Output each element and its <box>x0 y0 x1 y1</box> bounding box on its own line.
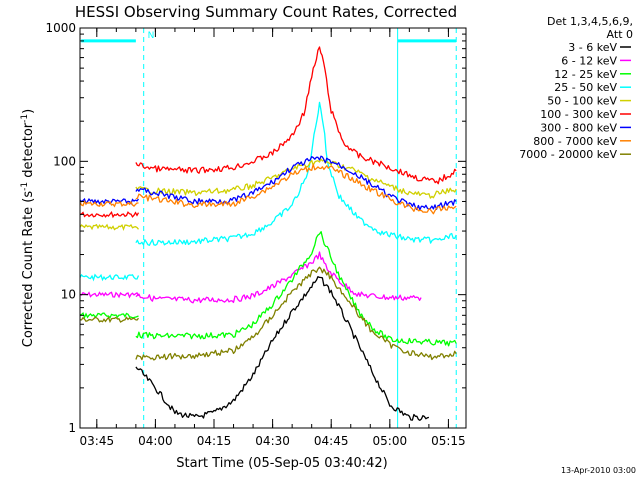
legend-label-7000-20000-kev: 7000 - 20000 keV <box>519 148 617 161</box>
chart-title: HESSI Observing Summary Count Rates, Cor… <box>75 3 457 21</box>
pre-segment-7000-20000-kev <box>80 316 139 324</box>
legend-label-100-300-kev: 100 - 300 keV <box>540 108 617 121</box>
series-line-6-12-kev <box>135 251 422 304</box>
x-tick-label: 04:00 <box>138 434 173 448</box>
x-tick-label: 04:30 <box>255 434 290 448</box>
series-line-800-7000-kev <box>135 163 457 215</box>
series-line-100-300-kev <box>135 46 457 185</box>
y-tick-label: 100 <box>53 154 76 168</box>
x-tick-label: 05:00 <box>373 434 408 448</box>
y-axis-label-sup2: -1 <box>20 114 30 123</box>
legend-label-12-25-kev: 12 - 25 keV <box>554 68 617 81</box>
x-tick-label: 04:45 <box>314 434 349 448</box>
legend-label-300-800-kev: 300 - 800 keV <box>540 121 617 134</box>
y-tick-label: 1 <box>68 421 76 435</box>
night-marker-label: N <box>148 31 155 41</box>
series-line-3-6-kev <box>135 276 430 421</box>
legend-label-25-50-kev: 25 - 50 keV <box>554 81 617 94</box>
legend-header-line-2: Att 0 <box>607 28 633 41</box>
x-tick-label: 05:15 <box>431 434 466 448</box>
pre-segment-12-25-kev <box>80 312 139 320</box>
series-line-25-50-kev <box>135 101 457 246</box>
plot-area: N <box>79 28 457 428</box>
series-line-300-800-kev <box>135 155 457 211</box>
series-line-7000-20000-kev <box>135 266 457 361</box>
y-axis-label-end: ) <box>21 109 36 114</box>
y-tick-label: 1000 <box>45 21 76 35</box>
pre-segment-6-12-kev <box>79 291 140 299</box>
y-tick-label: 10 <box>61 288 76 302</box>
y-axis-label-sup1: -1 <box>20 182 30 191</box>
legend-label-3-6-kev: 3 - 6 keV <box>568 41 617 54</box>
x-tick-label: 03:45 <box>80 434 115 448</box>
legend-header-line-1: Det 1,3,4,5,6,9, <box>547 15 633 28</box>
legend-label-6-12-kev: 6 - 12 keV <box>561 54 617 67</box>
pre-segment-25-50-kev <box>79 273 140 282</box>
pre-segment-50-100-kev <box>79 223 139 232</box>
legend-label-800-7000-kev: 800 - 7000 keV <box>533 135 617 148</box>
y-axis-label: Corrected Count Rate (s-1 detector-1) <box>20 109 36 347</box>
y-axis-label-mid: detector <box>21 122 36 182</box>
series-line-12-25-kev <box>135 231 457 347</box>
x-tick-label: 04:15 <box>197 434 232 448</box>
axes: 1 10 100 1000 03:45 04:00 04:15 04:30 04:45 05:00… <box>45 21 466 448</box>
x-axis-label: Start Time (05-Sep-05 03:40:42) <box>176 456 387 471</box>
legend-label-50-100-kev: 50 - 100 keV <box>547 95 617 108</box>
series-line-50-100-kev <box>135 158 457 199</box>
y-axis-label-main: Corrected Count Rate (s <box>21 191 36 348</box>
footer-timestamp: 13-Apr-2010 03:00 <box>561 466 636 475</box>
pre-segment-100-300-kev <box>79 210 140 219</box>
pre-segment-800-7000-kev <box>79 199 139 208</box>
